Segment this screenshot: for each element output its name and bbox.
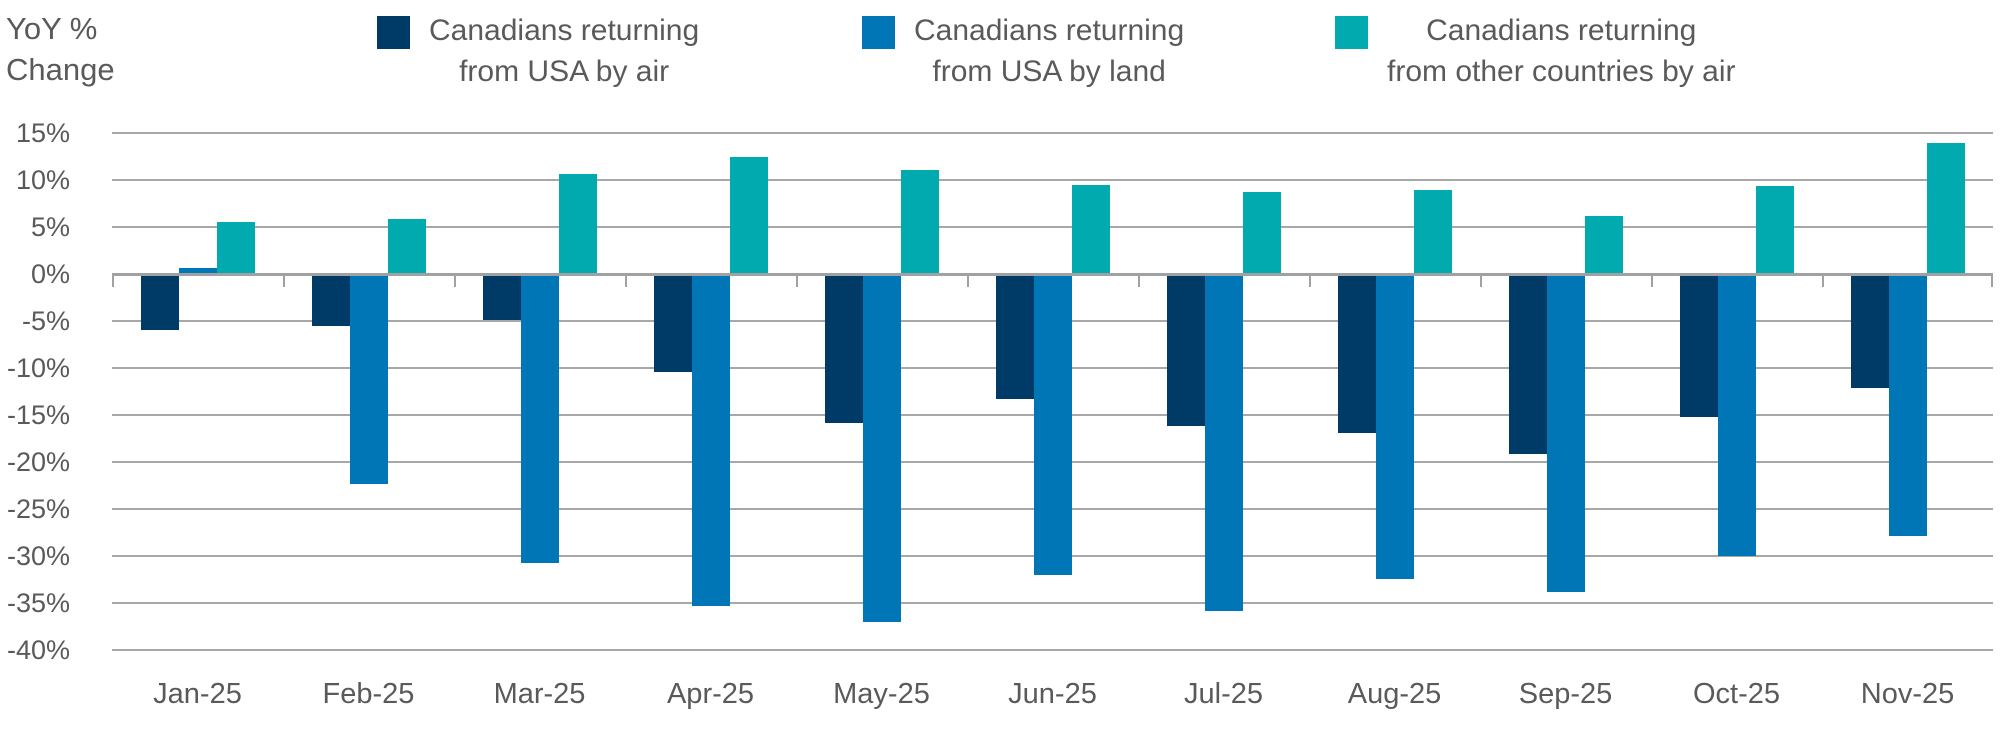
bar-usa-air-May-25 (824, 274, 863, 423)
bar-other-air-May-25 (900, 169, 939, 274)
x-axis-tick-label: Nov-25 (1860, 678, 1955, 710)
legend-item-usa-land: Canadians returning from USA by land (862, 10, 1184, 92)
legend-label-line2: from USA by air (459, 55, 670, 88)
legend-label: Canadians returning from USA by land (914, 10, 1184, 92)
legend-label-line1: Canadians returning (914, 14, 1185, 47)
y-axis-tick-label: 5% (30, 212, 70, 242)
y-axis-tick-label: -20% (6, 447, 70, 477)
y-axis-tick-label: 10% (15, 165, 70, 195)
bar-other-air-Sep-25 (1584, 215, 1623, 274)
x-axis-tick-label: Mar-25 (493, 678, 586, 710)
legend-label-line2: from other countries by air (1387, 55, 1736, 88)
bar-usa-air-Oct-25 (1679, 274, 1718, 417)
gridline (112, 602, 1993, 604)
bar-usa-land-Oct-25 (1717, 274, 1756, 556)
x-axis-tick-label: Jul-25 (1184, 678, 1263, 710)
y-axis-tick-label: -15% (6, 400, 70, 430)
bar-usa-air-Jun-25 (995, 274, 1034, 400)
zero-axis-line (112, 272, 1993, 276)
y-axis-tick-label: -5% (21, 306, 70, 336)
legend-item-other-air: Canadians returning from other countries … (1335, 10, 1735, 92)
gridline (112, 179, 1993, 181)
bar-other-air-Mar-25 (558, 174, 597, 274)
legend-label: Canadians returning from USA by air (429, 10, 699, 92)
bar-usa-land-Jun-25 (1033, 274, 1072, 575)
bar-other-air-Jan-25 (216, 222, 255, 274)
bar-usa-land-May-25 (862, 274, 901, 622)
bar-other-air-Jun-25 (1071, 184, 1110, 274)
bar-usa-air-Jan-25 (140, 274, 179, 331)
gridline (112, 649, 1993, 651)
legend-swatch-usa-air (377, 16, 410, 49)
category-tick (1480, 274, 1482, 287)
category-tick (1822, 274, 1824, 287)
category-tick (112, 274, 114, 287)
legend-item-usa-air: Canadians returning from USA by air (377, 10, 699, 92)
y-axis-tick-label: -25% (6, 494, 70, 524)
bar-usa-air-Mar-25 (482, 274, 521, 321)
bar-usa-air-Aug-25 (1337, 274, 1376, 433)
gridline (112, 226, 1993, 228)
category-tick (454, 274, 456, 287)
x-axis-tick-label: Oct-25 (1692, 678, 1781, 710)
bar-other-air-Oct-25 (1755, 185, 1794, 274)
y-axis-tick-label: -40% (6, 635, 70, 665)
category-tick (1991, 274, 1993, 287)
category-tick (1309, 274, 1311, 287)
bar-other-air-Nov-25 (1926, 143, 1965, 274)
bar-usa-air-Sep-25 (1508, 274, 1547, 455)
bar-usa-land-Sep-25 (1546, 274, 1585, 592)
bar-usa-land-Mar-25 (520, 274, 559, 563)
plot-area (112, 132, 1993, 651)
bar-other-air-Feb-25 (387, 219, 426, 274)
x-axis-tick-label: Jan-25 (153, 678, 242, 710)
bar-usa-land-Feb-25 (349, 274, 388, 484)
category-tick (1138, 274, 1140, 287)
legend-label-line1: Canadians returning (429, 14, 700, 47)
x-axis-tick-label: Aug-25 (1347, 678, 1442, 710)
y-axis-tick-label: 0% (30, 259, 70, 289)
bar-other-air-Aug-25 (1413, 190, 1452, 274)
x-axis-tick-label: Feb-25 (322, 678, 415, 710)
x-axis-tick-label: Apr-25 (666, 678, 755, 710)
legend-label: Canadians returning from other countries … (1387, 10, 1735, 92)
bar-usa-land-Aug-25 (1375, 274, 1414, 579)
bar-usa-land-Nov-25 (1888, 274, 1927, 537)
legend-swatch-other-air (1335, 16, 1368, 49)
y-axis-tick-label: -30% (6, 541, 70, 571)
x-axis-tick-label: May-25 (833, 678, 930, 710)
bar-usa-air-Jul-25 (1166, 274, 1205, 427)
y-axis-title-line2: Change (6, 52, 115, 87)
x-axis-tick-label: Jun-25 (1008, 678, 1097, 710)
bar-other-air-Jul-25 (1242, 192, 1281, 274)
y-axis-tick-label: -35% (6, 588, 70, 618)
bar-usa-air-Apr-25 (653, 274, 692, 372)
category-tick (967, 274, 969, 287)
legend-label-line1: Canadians returning (1426, 14, 1697, 47)
bar-usa-land-Apr-25 (691, 274, 730, 606)
bar-usa-land-Jul-25 (1204, 274, 1243, 612)
y-axis-title: YoY % Change (6, 8, 115, 90)
category-tick (796, 274, 798, 287)
gridline (112, 132, 1993, 134)
bar-usa-air-Nov-25 (1850, 274, 1889, 388)
category-tick (625, 274, 627, 287)
y-axis-title-line1: YoY % (6, 11, 98, 46)
category-tick (283, 274, 285, 287)
bar-usa-land-Jan-25 (178, 268, 217, 274)
bar-other-air-Apr-25 (729, 156, 768, 274)
y-axis-tick-label: 15% (15, 118, 70, 148)
y-axis-tick-label: -10% (6, 353, 70, 383)
bar-usa-air-Feb-25 (311, 274, 350, 326)
x-axis-tick-label: Sep-25 (1518, 678, 1613, 710)
legend-label-line2: from USA by land (932, 55, 1166, 88)
category-tick (1651, 274, 1653, 287)
legend-swatch-usa-land (862, 16, 895, 49)
